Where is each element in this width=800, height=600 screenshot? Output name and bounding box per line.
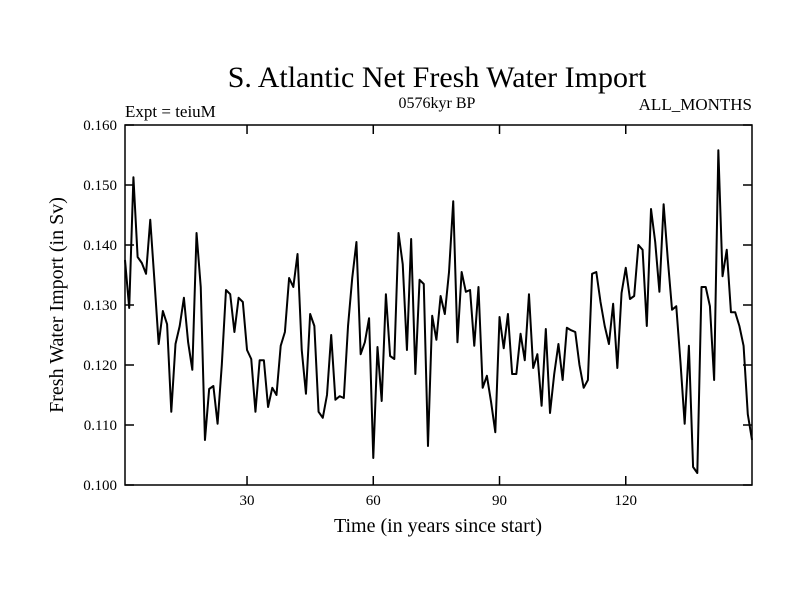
y-axis-label: Fresh Water Import (in Sv) — [46, 197, 68, 413]
x-tick-label: 120 — [615, 493, 638, 509]
x-tick-label: 30 — [240, 493, 255, 509]
months-label: ALL_MONTHS — [639, 95, 752, 114]
y-tick-label: 0.150 — [83, 178, 117, 194]
x-tick-label: 90 — [492, 493, 507, 509]
chart-subtitle: 0576kyr BP — [399, 95, 476, 112]
y-tick-label: 0.120 — [83, 358, 117, 374]
y-tick-label: 0.100 — [83, 478, 117, 494]
x-axis: 30 60 90 120 — [240, 125, 637, 509]
y-tick-label: 0.140 — [83, 238, 117, 254]
y-tick-label: 0.110 — [84, 418, 117, 434]
x-axis-label: Time (in years since start) — [334, 515, 542, 537]
chart-title: S. Atlantic Net Fresh Water Import — [228, 61, 647, 94]
plot-frame — [124, 124, 753, 486]
y-tick-label: 0.130 — [83, 298, 117, 314]
y-axis: 0.100 0.110 0.120 0.130 0.140 0.150 0.160 — [83, 118, 752, 494]
y-tick-label: 0.160 — [83, 118, 117, 134]
data-series-line — [124, 149, 753, 474]
experiment-label: Expt = teiuM — [125, 102, 216, 121]
x-tick-label: 60 — [366, 493, 381, 509]
